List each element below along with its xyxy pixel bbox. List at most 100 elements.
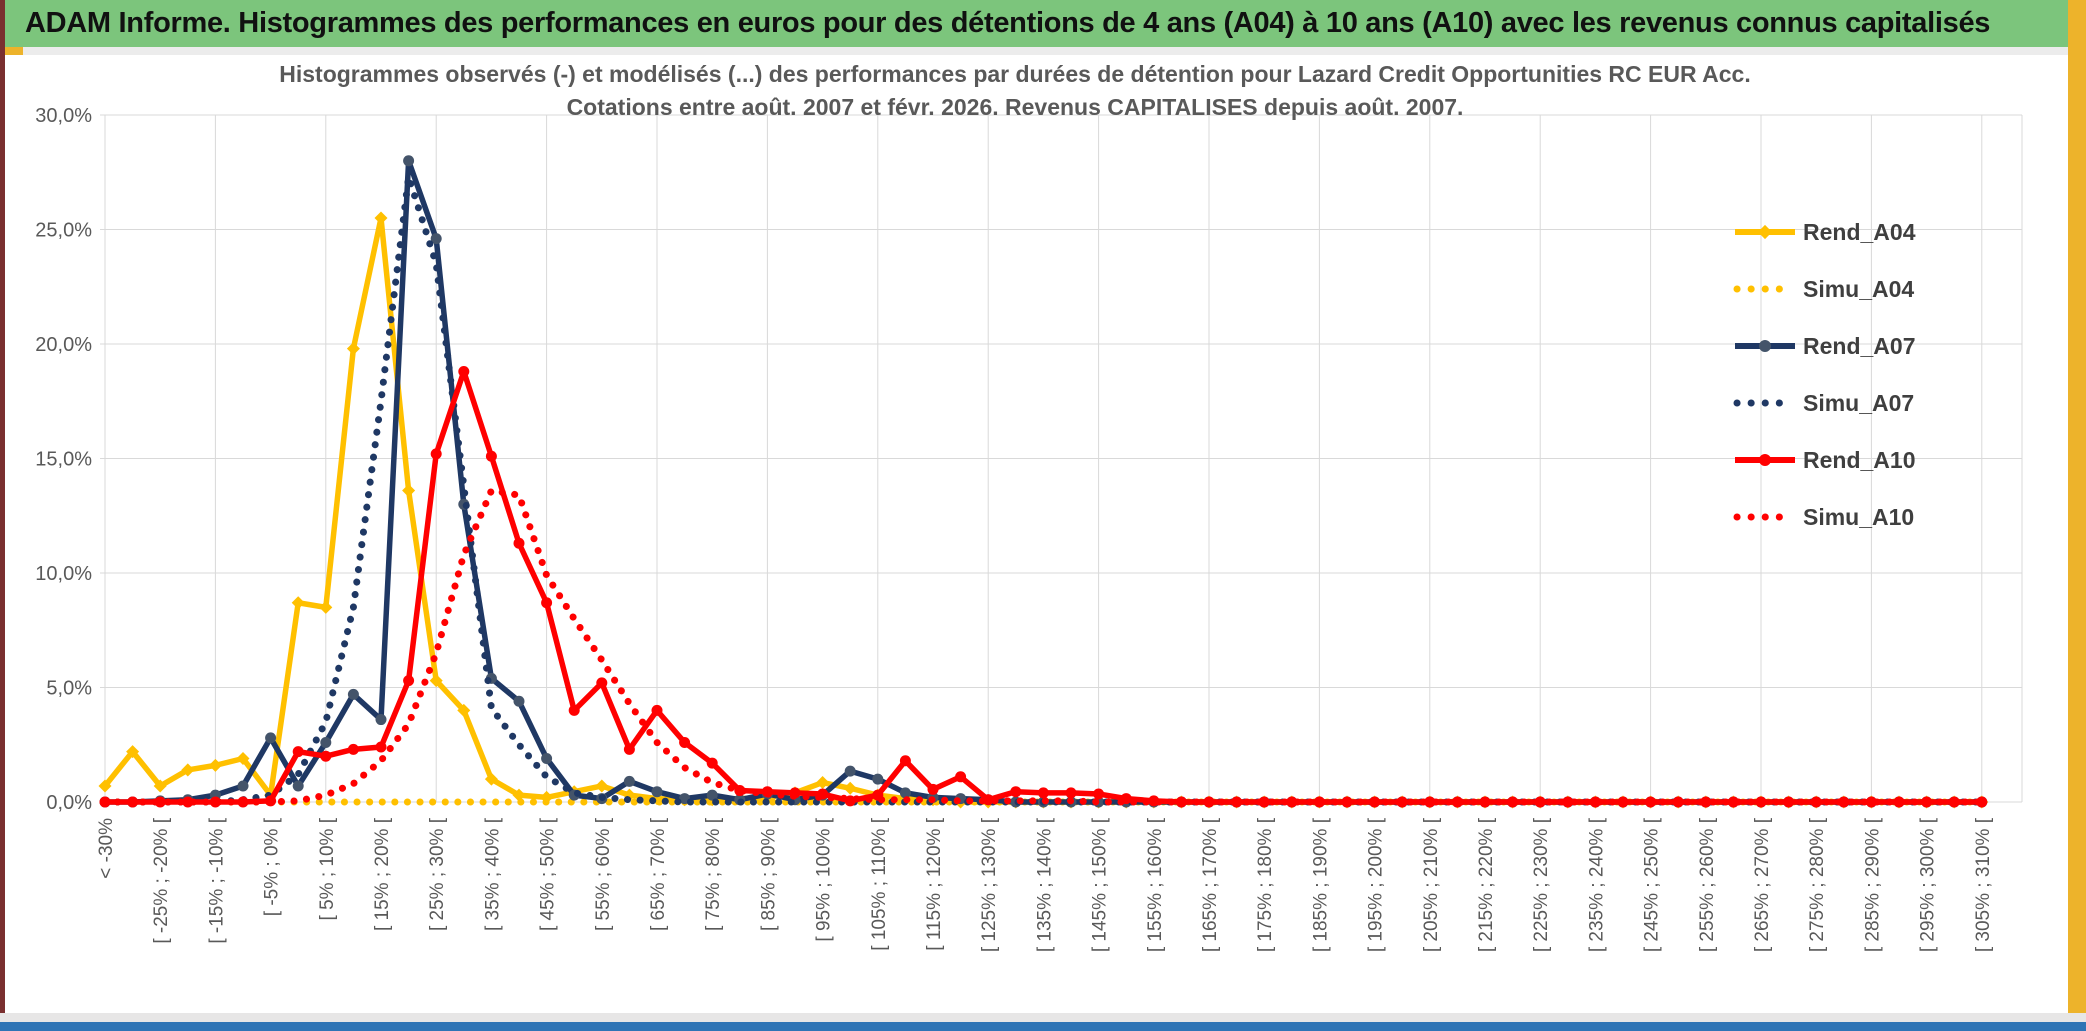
legend-item-rend-a07[interactable]: Rend_A07 <box>1733 332 1916 359</box>
report-banner-title: ADAM Informe. Histogrammes des performan… <box>25 7 1991 39</box>
marker-rend-a10[interactable] <box>458 365 470 377</box>
marker-rend-a10[interactable] <box>182 796 194 808</box>
svg-text:[ 195% ; 200% [: [ 195% ; 200% [ <box>1366 817 1387 952</box>
marker-rend-a07[interactable] <box>320 736 332 748</box>
svg-text:[ 175% ; 180% [: [ 175% ; 180% [ <box>1255 817 1276 952</box>
marker-rend-a07[interactable] <box>541 752 553 764</box>
marker-rend-a04[interactable] <box>402 484 416 498</box>
marker-rend-a04[interactable] <box>291 596 305 610</box>
marker-rend-a07[interactable] <box>706 789 718 801</box>
legend-item-rend-a10[interactable]: Rend_A10 <box>1733 446 1916 473</box>
marker-rend-a10[interactable] <box>679 736 691 748</box>
marker-rend-a10[interactable] <box>485 450 497 462</box>
series-rend-a10[interactable] <box>99 365 1988 808</box>
bottom-gray-strip <box>0 1013 2086 1022</box>
marker-rend-a10[interactable] <box>292 746 304 758</box>
marker-rend-a04[interactable] <box>208 758 222 772</box>
marker-rend-a04[interactable] <box>236 751 250 765</box>
marker-rend-a10[interactable] <box>1700 796 1712 808</box>
marker-rend-a10[interactable] <box>1727 796 1739 808</box>
legend-item-simu-a10[interactable]: Simu_A10 <box>1733 504 1915 530</box>
marker-rend-a04[interactable] <box>319 600 333 614</box>
svg-text:[ 15% ; 20% [: [ 15% ; 20% [ <box>372 817 393 931</box>
legend-item-simu-a07[interactable]: Simu_A07 <box>1733 390 1915 416</box>
svg-text:[ -5% ; 0% [: [ -5% ; 0% [ <box>262 817 283 916</box>
marker-rend-a10[interactable] <box>1065 787 1077 799</box>
legend-label-simu-a04: Simu_A04 <box>1803 275 1915 302</box>
y-axis-labels: 0,0% 5,0% 10,0% 15,0% 20,0% 25,0% 30,0% <box>35 105 92 814</box>
marker-rend-a07[interactable] <box>651 786 663 798</box>
marker-rend-a04[interactable] <box>484 772 498 786</box>
marker-rend-a04[interactable] <box>816 776 830 790</box>
left-border-strip <box>0 0 5 1013</box>
marker-rend-a04[interactable] <box>512 788 526 802</box>
marker-rend-a10[interactable] <box>899 755 911 767</box>
marker-rend-a07[interactable] <box>872 773 884 785</box>
svg-text:[ 95% ; 100% [: [ 95% ; 100% [ <box>814 817 835 941</box>
svg-text:30,0%: 30,0% <box>35 105 92 127</box>
chart-title-line1: Histogrammes observés (-) et modélisés (… <box>279 61 1751 87</box>
marker-rend-a04[interactable] <box>595 779 609 793</box>
marker-rend-a04[interactable] <box>457 703 471 717</box>
marker-rend-a04[interactable] <box>429 674 443 688</box>
marker-rend-a07[interactable] <box>347 688 359 700</box>
marker-rend-a07[interactable] <box>513 695 525 707</box>
svg-text:[ 235% ; 240% [: [ 235% ; 240% [ <box>1586 817 1607 952</box>
marker-rend-a04[interactable] <box>374 211 388 225</box>
legend-line-sample-simu-a07 <box>1733 399 1797 407</box>
marker-rend-a07[interactable] <box>430 233 442 245</box>
marker-rend-a10[interactable] <box>1037 787 1049 799</box>
marker-rend-a10[interactable] <box>927 783 939 795</box>
marker-rend-a10[interactable] <box>430 448 442 460</box>
marker-rend-a10[interactable] <box>541 597 553 609</box>
legend-item-simu-a04[interactable]: Simu_A04 <box>1733 275 1915 302</box>
marker-rend-a07[interactable] <box>844 765 856 777</box>
legend-line-sample-rend-a10 <box>1735 454 1795 466</box>
svg-text:15,0%: 15,0% <box>35 449 92 471</box>
marker-rend-a07[interactable] <box>623 775 635 787</box>
marker-rend-a10[interactable] <box>1562 796 1574 808</box>
marker-rend-a10[interactable] <box>403 675 415 687</box>
marker-rend-a10[interactable] <box>1286 796 1298 808</box>
legend-label-rend-a04: Rend_A04 <box>1803 218 1916 245</box>
marker-rend-a10[interactable] <box>955 771 967 783</box>
marker-rend-a10[interactable] <box>568 704 580 716</box>
marker-rend-a10[interactable] <box>320 750 332 762</box>
svg-text:[ 65% ; 70% [: [ 65% ; 70% [ <box>648 817 669 931</box>
marker-rend-a10[interactable] <box>596 677 608 689</box>
marker-rend-a10[interactable] <box>623 743 635 755</box>
marker-rend-a07[interactable] <box>899 787 911 799</box>
banner-underline-strip <box>5 47 2068 55</box>
marker-rend-a07[interactable] <box>265 732 277 744</box>
svg-text:0,0%: 0,0% <box>46 792 92 814</box>
marker-rend-a07[interactable] <box>403 155 415 167</box>
marker-rend-a04[interactable] <box>346 342 360 356</box>
legend-label-rend-a10: Rend_A10 <box>1803 446 1916 473</box>
svg-text:[ -25% ; -20% [: [ -25% ; -20% [ <box>151 817 172 943</box>
marker-rend-a07[interactable] <box>237 780 249 792</box>
svg-text:< -30%: < -30% <box>96 818 117 879</box>
svg-text:[ 25% ; 30% [: [ 25% ; 30% [ <box>427 817 448 931</box>
series-simu-a10[interactable] <box>101 487 1986 806</box>
marker-rend-a10[interactable] <box>1865 796 1877 808</box>
marker-rend-a07[interactable] <box>375 714 387 726</box>
svg-text:[ 295% ; 300% [: [ 295% ; 300% [ <box>1918 817 1939 952</box>
marker-rend-a04[interactable] <box>181 763 195 777</box>
marker-rend-a10[interactable] <box>1424 796 1436 808</box>
marker-rend-a10[interactable] <box>513 537 525 549</box>
marker-rend-a10[interactable] <box>844 795 856 807</box>
chart-legend: Rend_A04 Simu_A04 Rend_A07 Simu_A07 Rend… <box>1733 218 1916 530</box>
marker-rend-a10[interactable] <box>347 743 359 755</box>
marker-rend-a07[interactable] <box>292 780 304 792</box>
x-axis-labels: < -30% [ -25% ; -20% [[ -15% ; -10% [[ -5… <box>96 817 1994 952</box>
svg-text:[ 135% ; 140% [: [ 135% ; 140% [ <box>1034 817 1055 952</box>
legend-item-rend-a04[interactable]: Rend_A04 <box>1733 218 1916 245</box>
marker-rend-a10[interactable] <box>1093 788 1105 800</box>
legend-label-rend-a07: Rend_A07 <box>1803 332 1916 359</box>
marker-rend-a10[interactable] <box>651 704 663 716</box>
marker-rend-a10[interactable] <box>706 757 718 769</box>
marker-rend-a10[interactable] <box>1010 786 1022 798</box>
svg-text:[ 85% ; 90% [: [ 85% ; 90% [ <box>758 817 779 931</box>
marker-rend-a10[interactable] <box>375 741 387 753</box>
marker-rend-a04[interactable] <box>843 781 857 795</box>
